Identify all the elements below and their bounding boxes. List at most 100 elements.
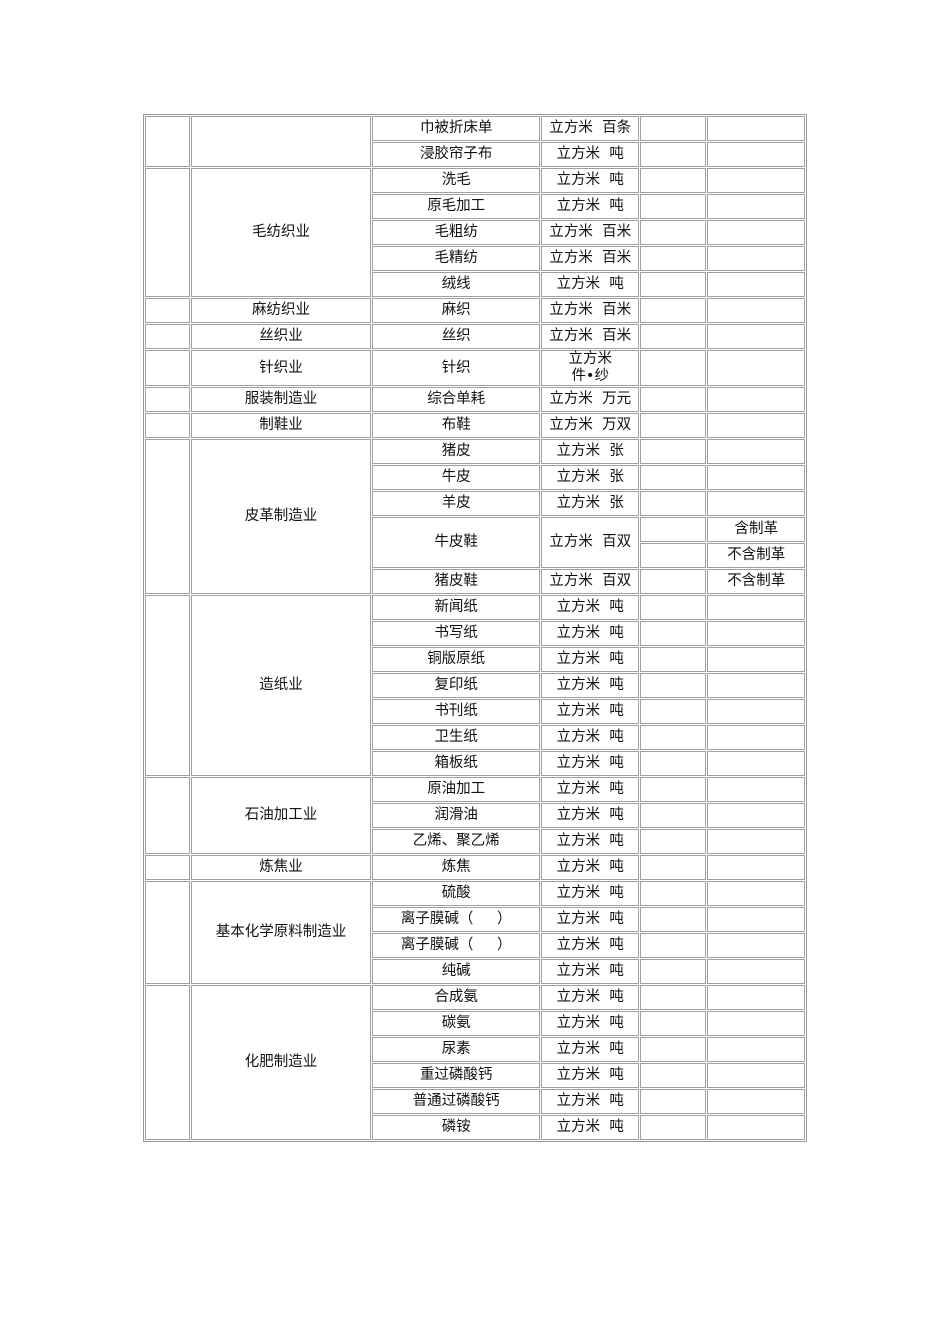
unit-cell: 立方米 吨 (540, 272, 640, 297)
note-cell (707, 387, 805, 412)
unit-cell: 立方米 吨 (540, 699, 640, 724)
product-cell: 卫生纸 (372, 725, 540, 750)
unit-cell: 立方米 百双 (540, 517, 640, 568)
table-row: 乙烯、聚乙烯 立方米 吨 (145, 829, 805, 854)
industry-cell: 造纸业 (190, 595, 372, 776)
quota-cell (640, 272, 707, 297)
quota-cell (640, 324, 707, 349)
unit-cell: 立方米 吨 (540, 621, 640, 646)
unit-cell: 立方米 百米 (540, 298, 640, 323)
product-cell: 碳氨 (372, 1011, 540, 1036)
unit-cell: 立方米 件•纱 (540, 350, 640, 386)
quota-cell (640, 959, 707, 984)
unit-cell: 立方米 吨 (540, 1089, 640, 1114)
note-cell (707, 1037, 805, 1062)
quota-cell (640, 194, 707, 219)
quota-cell (640, 985, 707, 1010)
product-cell: 磷铵 (372, 1115, 540, 1140)
table-row: 麻纺织业 麻织 立方米 百米 (145, 298, 805, 323)
product-cell: 离子膜碱（ ） (372, 933, 540, 958)
product-cell: 乙烯、聚乙烯 (372, 829, 540, 854)
note-cell (707, 959, 805, 984)
table-row: 铜版原纸 立方米 吨 (145, 647, 805, 672)
note-cell (707, 1011, 805, 1036)
product-cell: 丝织 (372, 324, 540, 349)
unit-cell: 立方米 吨 (540, 829, 640, 854)
table-row: 卫生纸 立方米 吨 (145, 725, 805, 750)
note-cell (707, 324, 805, 349)
note-cell (707, 142, 805, 167)
index-cell (145, 855, 190, 880)
note-cell (707, 647, 805, 672)
note-cell (707, 350, 805, 386)
quota-cell (640, 777, 707, 802)
industry-cell: 针织业 (190, 350, 372, 386)
table-row: 箱板纸 立方米 吨 (145, 751, 805, 776)
quota-cell (640, 246, 707, 271)
table-row: 润滑油 立方米 吨 (145, 803, 805, 828)
unit-cell: 立方米 张 (540, 465, 640, 490)
note-cell (707, 725, 805, 750)
product-cell: 羊皮 (372, 491, 540, 516)
index-cell (145, 595, 190, 776)
product-cell: 原油加工 (372, 777, 540, 802)
note-cell: 含制革 (707, 517, 805, 542)
water-quota-table: 巾被折床单 立方米 百条 浸胶帘子布 立方米 吨毛纺织业 洗毛 立方米 吨原毛加工 立方米 … (143, 114, 807, 1142)
note-cell (707, 829, 805, 854)
index-cell (145, 116, 190, 167)
unit-cell: 立方米 吨 (540, 881, 640, 906)
product-cell: 纯碱 (372, 959, 540, 984)
table-row: 书写纸 立方米 吨 (145, 621, 805, 646)
quota-cell (640, 673, 707, 698)
quota-cell (640, 543, 707, 568)
industry-cell: 皮革制造业 (190, 439, 372, 594)
quota-cell (640, 595, 707, 620)
index-cell (145, 168, 190, 297)
note-cell (707, 246, 805, 271)
quota-cell (640, 1011, 707, 1036)
product-cell: 书写纸 (372, 621, 540, 646)
product-cell: 布鞋 (372, 413, 540, 438)
table-row: 磷铵 立方米 吨 (145, 1115, 805, 1140)
product-cell: 毛粗纺 (372, 220, 540, 245)
product-cell: 毛精纺 (372, 246, 540, 271)
index-cell (145, 387, 190, 412)
table-row: 皮革制造业 猪皮 立方米 张 (145, 439, 805, 594)
unit-cell: 立方米 吨 (540, 673, 640, 698)
table-row: 普通过磷酸钙 立方米 吨 (145, 1089, 805, 1114)
index-cell (145, 881, 190, 984)
unit-cell: 立方米 吨 (540, 985, 640, 1010)
table-row: 毛粗纺 立方米 百米 (145, 220, 805, 245)
unit-cell: 立方米 吨 (540, 595, 640, 620)
quota-cell (640, 1063, 707, 1088)
quota-cell (640, 142, 707, 167)
note-cell (707, 907, 805, 932)
note-cell (707, 621, 805, 646)
note-cell (707, 465, 805, 490)
unit-cell: 立方米 吨 (540, 1063, 640, 1088)
table-row: 牛皮 立方米 张 (145, 465, 805, 490)
unit-cell: 立方米 吨 (540, 1115, 640, 1140)
table-row: 毛纺织业 洗毛 立方米 吨 (145, 168, 805, 297)
table-row: 原毛加工 立方米 吨 (145, 194, 805, 219)
quota-cell (640, 350, 707, 386)
unit-cell: 立方米 张 (540, 439, 640, 464)
table-row: 书刊纸 立方米 吨 (145, 699, 805, 724)
table-row: 基本化学原料制造业 硫酸 立方米 吨 (145, 881, 805, 984)
note-cell (707, 803, 805, 828)
quota-cell (640, 1115, 707, 1140)
note-cell (707, 985, 805, 1010)
product-cell: 普通过磷酸钙 (372, 1089, 540, 1114)
unit-cell: 立方米 百米 (540, 324, 640, 349)
note-cell (707, 168, 805, 193)
unit-cell: 立方米 吨 (540, 907, 640, 932)
industry-cell: 麻纺织业 (190, 298, 372, 323)
note-cell (707, 855, 805, 880)
table-row: 离子膜碱（ ）立方米 吨 (145, 933, 805, 958)
unit-cell: 立方米 吨 (540, 751, 640, 776)
industry-cell: 石油加工业 (190, 777, 372, 854)
note-cell (707, 881, 805, 906)
table-row: 毛精纺 立方米 百米 (145, 246, 805, 271)
product-cell: 巾被折床单 (372, 116, 540, 141)
product-cell: 硫酸 (372, 881, 540, 906)
